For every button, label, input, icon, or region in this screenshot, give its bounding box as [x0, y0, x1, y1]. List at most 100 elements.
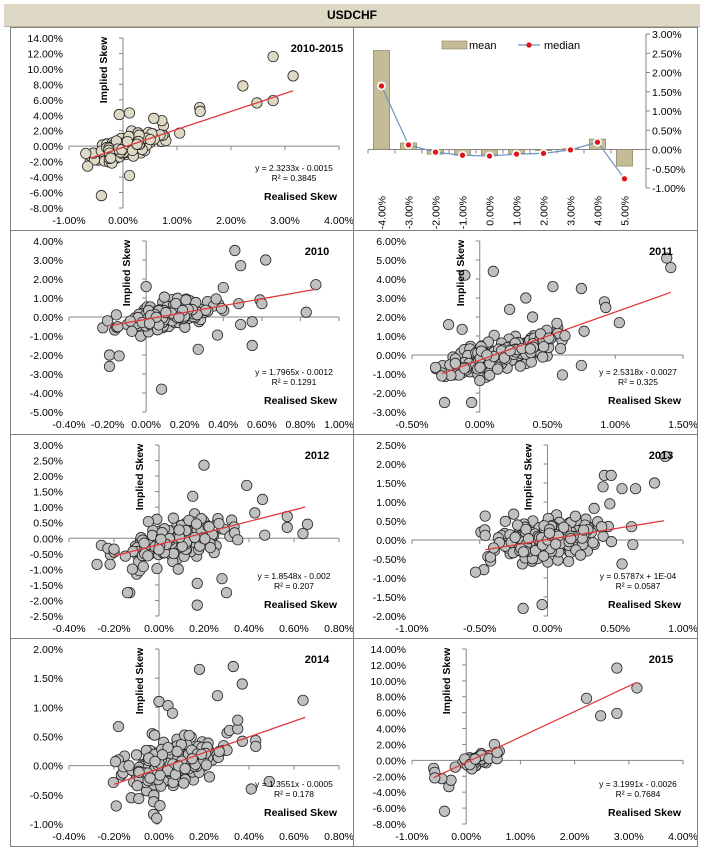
data-point — [597, 481, 609, 493]
data-point — [267, 50, 279, 63]
y-tick-label: -8.00% — [373, 819, 406, 831]
y-tick-label: 1.50% — [33, 487, 63, 499]
trendline-equation: y = 3.1991x - 0.0026 — [599, 779, 677, 789]
data-point — [148, 112, 160, 124]
chart-panel-2015: -8.00% -6.00% -4.00% -2.00% 0.00% 2.00% 4.00% 6… — [354, 639, 697, 846]
y-tick-label: 4.00% — [33, 236, 63, 248]
legend-marker-median — [526, 42, 532, 48]
x-tick-label: 0.00% — [108, 215, 138, 227]
y-tick-label: 6.00% — [376, 236, 406, 248]
y-tick-label: 2.00% — [33, 274, 63, 286]
data-point — [661, 252, 673, 264]
data-point — [537, 351, 549, 363]
data-point — [191, 577, 203, 589]
y-tick-label: 10.00% — [370, 676, 406, 688]
y-tick-label: 12.00% — [27, 48, 63, 60]
data-point — [627, 538, 639, 551]
median-marker — [486, 153, 493, 159]
x-tick-label: 0.60% — [279, 623, 309, 635]
data-point — [220, 587, 233, 599]
data-point — [588, 502, 600, 515]
chart-panel-mean-median: -1.00% -0.50% 0.00% 0.50% 1.00% 1.50% 2.00% 2.5… — [354, 28, 697, 231]
y-tick-label: -3.00% — [373, 407, 406, 419]
data-point — [82, 160, 94, 172]
data-point — [194, 105, 206, 118]
x-tick-label: -0.40% — [52, 831, 85, 843]
data-point — [469, 753, 481, 765]
y-tick-label: 0.00% — [376, 535, 406, 547]
x-axis-title: Realised Skew — [264, 807, 338, 819]
data-point — [126, 563, 138, 575]
y-tick-label: -2.00% — [30, 350, 63, 362]
scatter-chart-2014: -1.00% -0.50% 0.00% 0.50% 1.00% 1.50% 2.00% -0.… — [30, 644, 353, 843]
y-tick-label: -6.00% — [373, 803, 406, 815]
data-point — [123, 169, 136, 182]
x-tick-label: -3.00% — [404, 196, 416, 229]
y-tick-label: -0.50% — [373, 554, 406, 566]
r-squared-label: R² = 0.1291 — [272, 377, 317, 387]
data-point — [173, 524, 185, 536]
data-point — [442, 319, 455, 331]
data-point — [235, 319, 247, 331]
y-tick-label: 2.00% — [376, 459, 406, 471]
data-point — [543, 527, 556, 539]
data-point — [596, 521, 608, 533]
data-point — [458, 362, 470, 374]
data-point — [605, 536, 618, 548]
data-point — [517, 546, 530, 558]
data-point — [173, 311, 185, 323]
data-point — [154, 769, 166, 781]
data-point — [166, 707, 179, 719]
data-point — [569, 510, 581, 522]
x-tick-label: -0.20% — [97, 623, 130, 635]
trendline — [113, 716, 306, 786]
r-squared-label: R² = 0.325 — [618, 377, 658, 387]
data-point — [474, 361, 486, 373]
data-point — [526, 311, 539, 323]
data-point — [574, 549, 587, 561]
x-tick-label: 0.40% — [208, 419, 238, 431]
median-marker — [405, 142, 412, 148]
x-tick-label: 0.80% — [286, 419, 316, 431]
legend-label-mean: mean — [469, 40, 497, 52]
bar-mean — [616, 149, 633, 167]
data-point — [250, 740, 262, 753]
legend-label-median: median — [544, 40, 580, 52]
data-point — [104, 558, 116, 570]
x-tick-label: 0.20% — [189, 623, 219, 635]
x-tick-label: -2.00% — [431, 196, 443, 229]
data-point — [227, 660, 239, 673]
trendline-equation: y = 2.5318x - 0.0027 — [599, 367, 677, 377]
y-tick-label: 0.50% — [33, 732, 63, 744]
data-point — [554, 342, 567, 355]
y-tick-label: 0.50% — [376, 516, 406, 528]
data-point — [245, 783, 257, 795]
data-point — [547, 280, 559, 293]
y-tick-label: 0.00% — [376, 755, 406, 767]
y-tick-label: 4.00% — [33, 110, 63, 122]
data-point — [559, 330, 571, 342]
data-point — [578, 325, 590, 337]
y-tick-label: 8.00% — [376, 692, 406, 704]
y-tick-label: -2.00% — [373, 771, 406, 783]
x-tick-label: -1.00% — [52, 215, 85, 227]
x-tick-label: 1.00% — [162, 215, 192, 227]
x-tick-label: 0.00% — [533, 623, 563, 635]
x-tick-label: 3.00% — [566, 196, 578, 226]
chart-title: 2010 — [305, 246, 329, 258]
x-axis-title: Realised Skew — [608, 395, 682, 407]
data-point — [595, 710, 607, 722]
y-tick-label: -1.50% — [373, 592, 406, 604]
trendline — [90, 90, 294, 159]
data-point — [180, 294, 192, 306]
data-point — [142, 550, 154, 562]
y-tick-label: 1.00% — [33, 502, 63, 514]
data-point — [121, 587, 134, 599]
data-point — [487, 265, 499, 278]
y-tick-label: -0.50% — [30, 790, 63, 802]
data-point — [310, 279, 322, 291]
data-point — [140, 280, 152, 293]
y-axis-title: Implied Skew — [121, 239, 133, 306]
data-point — [211, 690, 224, 702]
y-tick-label: 1.50% — [652, 87, 682, 99]
